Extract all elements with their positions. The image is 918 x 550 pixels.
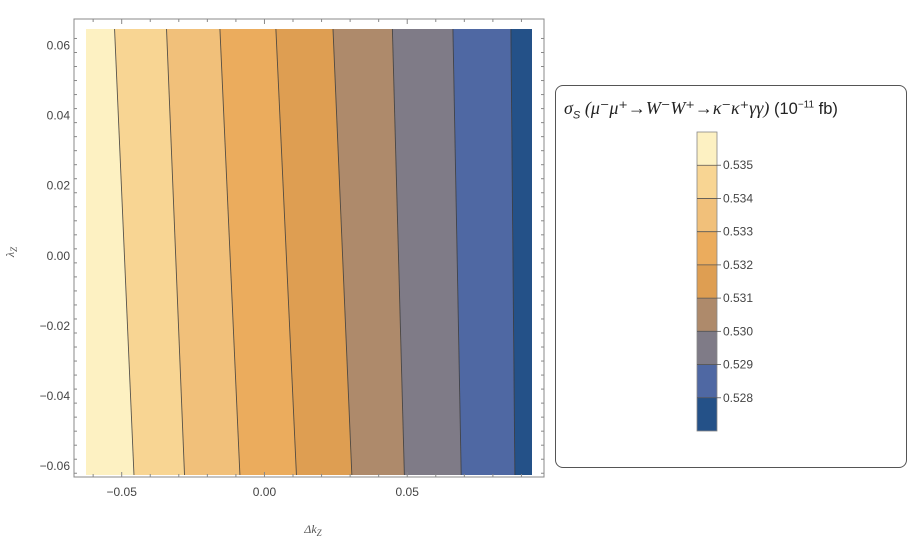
x-axis-label: ΔkZ xyxy=(303,522,322,538)
x-tick-label: −0.05 xyxy=(107,485,138,499)
legend-title-symbol: σ xyxy=(564,98,573,118)
y-tick-label: −0.06 xyxy=(40,459,71,473)
legend-colorbar: 0.535 0.534 0.533 0.532 0.531 0.530 0.529 0.528 xyxy=(696,131,753,432)
legend-title-subscript: S xyxy=(572,109,581,122)
contour-bands xyxy=(86,29,532,475)
legend-title: σS (μ⁻μ⁺→W⁻W⁺→κ⁻κ⁺γγ) (10−11 fb) xyxy=(564,98,838,121)
colorbar-tick-label: 0.531 xyxy=(723,291,753,305)
y-tick-label: 0.00 xyxy=(47,249,71,263)
legend-title-exponent: −11 xyxy=(797,99,815,111)
colorbar-segment xyxy=(697,331,717,365)
contour-line xyxy=(275,28,297,476)
colorbar-tick-label: 0.533 xyxy=(723,225,753,239)
contour-band xyxy=(332,29,405,475)
colorbar-tick-label: 0.535 xyxy=(723,158,753,172)
colorbar-frame xyxy=(696,131,718,432)
colorbar-segment xyxy=(697,397,717,431)
contour-line xyxy=(114,28,135,476)
contour-line xyxy=(452,28,462,476)
colorbar-tick-label: 0.532 xyxy=(723,258,753,272)
colorbar-segment xyxy=(697,132,717,166)
legend-title-units: (10 xyxy=(773,100,798,118)
contour-band xyxy=(114,29,185,475)
contour-lines xyxy=(114,28,516,476)
x-tick-label: 0.05 xyxy=(396,485,420,499)
colorbar-tick-label: 0.529 xyxy=(723,358,753,372)
colorbar-tick-label: 0.530 xyxy=(723,324,753,338)
colorbar-segment xyxy=(697,364,717,398)
colorbar-segment xyxy=(697,264,717,299)
legend-title-process: (μ⁻μ⁺→W⁻W⁺→κ⁻κ⁺γγ) xyxy=(584,98,770,118)
colorbar-segment xyxy=(697,298,717,332)
y-tick-label: 0.04 xyxy=(47,109,71,123)
contour-band xyxy=(166,29,240,475)
contour-band xyxy=(392,29,462,475)
contour-line xyxy=(219,28,241,476)
y-tick-label: −0.02 xyxy=(40,319,71,333)
y-tick-label: 0.06 xyxy=(47,38,71,52)
contour-line xyxy=(166,28,185,476)
legend: σS (μ⁻μ⁺→W⁻W⁺→κ⁻κ⁺γγ) (10−11 fb) 0.535 0.… xyxy=(555,85,907,468)
y-axis-label: λZ xyxy=(3,246,19,258)
contour-line xyxy=(391,28,405,476)
x-tick-label: 0.00 xyxy=(253,485,277,499)
contour-band xyxy=(510,29,532,475)
colorbar-segment xyxy=(697,231,717,265)
contour-band xyxy=(219,29,297,475)
colorbar-segment xyxy=(697,198,717,232)
plot-frame xyxy=(73,18,545,478)
legend-title-units-suffix: fb) xyxy=(814,100,838,118)
contour-band xyxy=(452,29,515,475)
colorbar-tick-label: 0.534 xyxy=(723,191,753,205)
x-axis: −0.05 0.00 0.05 xyxy=(92,19,522,499)
contour-band xyxy=(275,29,352,475)
colorbar-segment xyxy=(697,165,717,199)
y-tick-label: 0.02 xyxy=(47,179,71,193)
colorbar-tick-label: 0.528 xyxy=(723,391,753,405)
contour-line xyxy=(510,28,516,476)
y-tick-label: −0.04 xyxy=(40,389,71,403)
contour-line xyxy=(332,28,353,476)
contour-band xyxy=(86,29,134,475)
y-axis: 0.06 0.04 0.02 0.00 −0.02 −0.04 −0.06 xyxy=(40,37,544,474)
